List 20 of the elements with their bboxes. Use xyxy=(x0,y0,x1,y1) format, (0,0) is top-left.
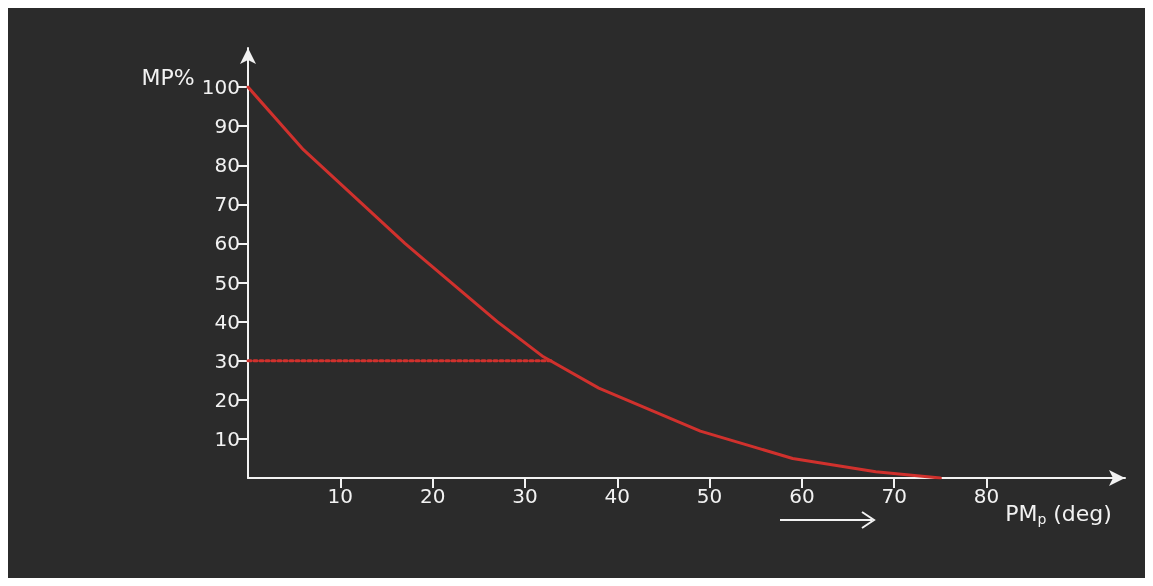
x-tick-label: 30 xyxy=(512,484,538,508)
x-tick-label: 50 xyxy=(696,484,723,508)
y-axis-title: MP% xyxy=(141,64,195,90)
y-tick-label: 70 xyxy=(214,192,240,217)
y-tick-label: 10 xyxy=(214,426,240,451)
x-tick-label: 70 xyxy=(881,484,907,508)
x-tick-label: 40 xyxy=(604,484,630,508)
x-tick-label: 60 xyxy=(789,484,815,508)
x-tick-label: 10 xyxy=(327,484,354,508)
y-tick-label: 80 xyxy=(214,153,240,178)
y-tick-label: 40 xyxy=(214,309,240,334)
x-tick-label: 80 xyxy=(973,484,1000,508)
y-tick-label: 50 xyxy=(214,270,240,295)
y-tick-label: 20 xyxy=(214,387,240,412)
y-tick-label: 90 xyxy=(214,114,240,139)
line-series xyxy=(246,85,942,480)
y-tick-label: 100 xyxy=(201,75,240,100)
y-tick-label: 30 xyxy=(214,348,240,373)
x-tick-label: 20 xyxy=(419,484,446,508)
y-tick-label: 60 xyxy=(214,231,240,256)
